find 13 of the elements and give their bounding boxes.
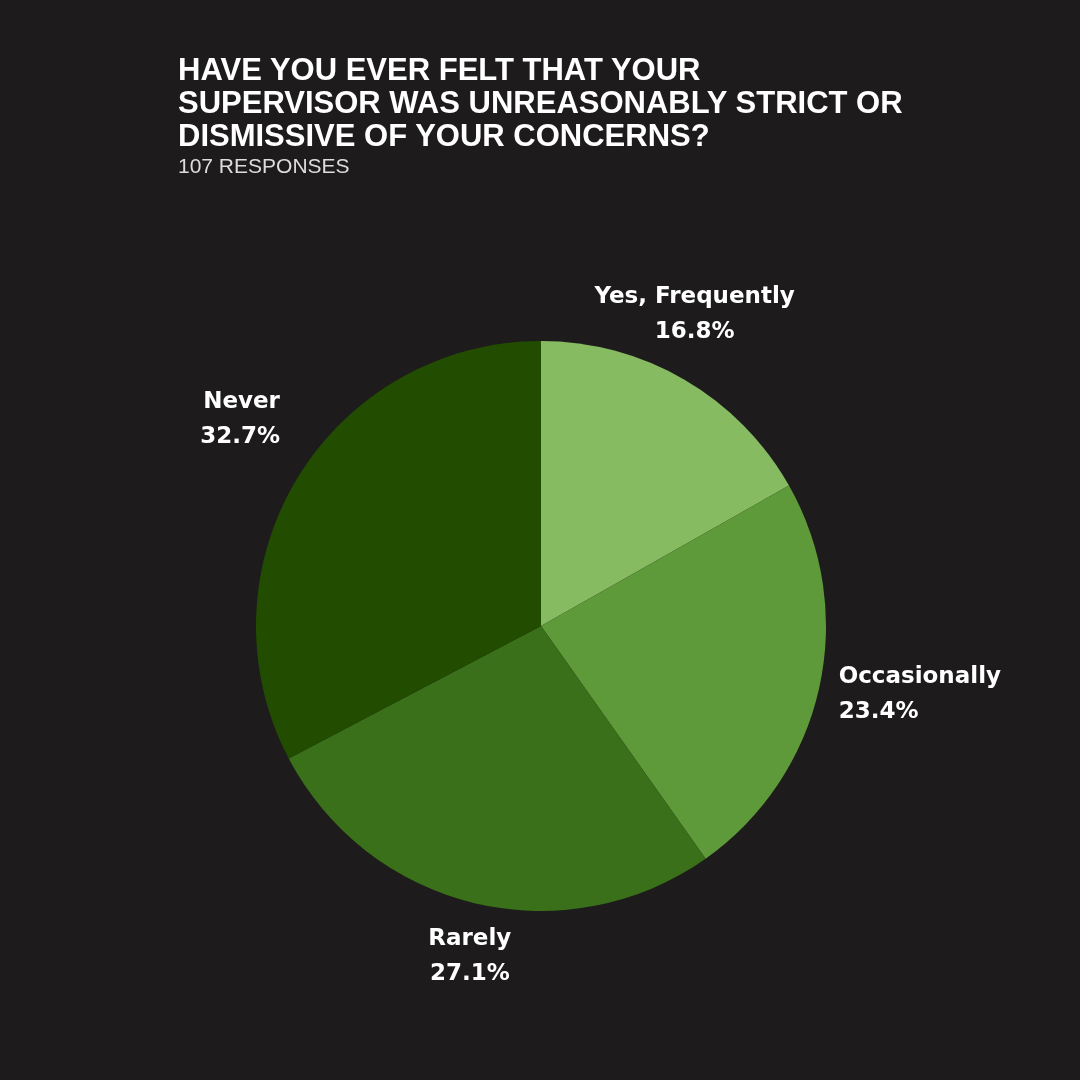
chart-subtitle: 107 RESPONSES [178, 154, 350, 177]
slice-label: Never [203, 387, 281, 414]
data-label: 16.8% [654, 316, 735, 343]
slice-label: Rarely [428, 923, 512, 950]
data-label: 23.4% [838, 697, 919, 724]
data-label: 27.1% [429, 958, 510, 985]
chart-title: HAVE YOU EVER FELT THAT YOUR SUPERVISOR WAS UNREASONABLY STRICT OR DISMISSIVE OF YOUR CONCERNS? [178, 52, 903, 153]
pie-slice [541, 485, 826, 859]
slice-label: Yes, Frequently [593, 281, 795, 308]
slice-label: Occasionally [838, 662, 1002, 689]
pie-slice [288, 626, 706, 911]
pie-slice [541, 341, 789, 626]
data-label: 32.7% [200, 422, 280, 449]
